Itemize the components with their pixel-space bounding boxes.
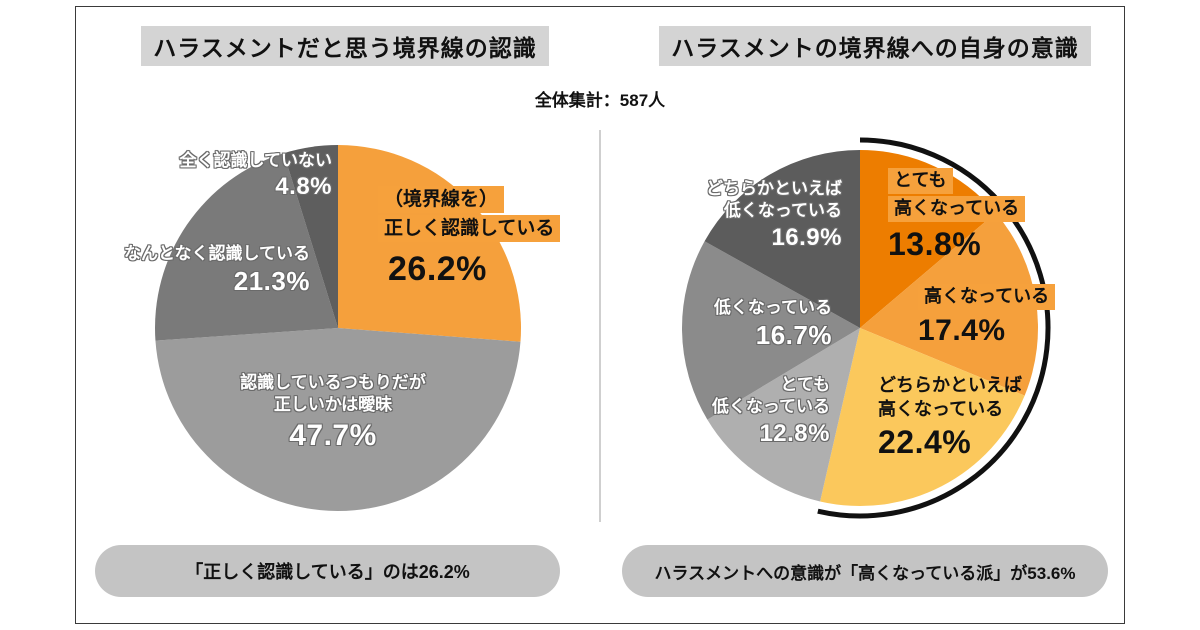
label-somewhat-lower: どちらかといえば 低くなっている 16.9% <box>694 178 842 253</box>
label-line: 高くなっている <box>918 284 1056 310</box>
pie-slice <box>820 328 1025 507</box>
right-conclusion-pill: ハラスメントへの意識が「高くなっている派」が53.6% <box>622 545 1108 597</box>
right-chart-title-text: ハラスメントの境界線への自身の意識 <box>659 26 1091 66</box>
label-line: 低くなっている <box>711 397 830 417</box>
emphasis-arc <box>817 137 1051 519</box>
label-line: 高くなっている <box>888 195 1026 222</box>
pie-slice <box>155 328 521 511</box>
left-conclusion-text: 「正しく認識している」のは26.2% <box>185 562 470 582</box>
right-chart-title: ハラスメントの境界線への自身の意識 <box>630 26 1120 66</box>
label-line: （境界線を） <box>378 186 505 214</box>
percent-value: 22.4% <box>878 423 972 460</box>
vertical-divider <box>599 130 601 522</box>
percent-value: 26.2% <box>388 250 487 289</box>
left-chart-title-text: ハラスメントだと思う境界線の認識 <box>141 26 549 66</box>
label-correctly-recognize: （境界線を） 正しく認識している 26.2% <box>378 186 561 291</box>
label-much-lower: とても 低くなっている 12.8% <box>692 374 830 449</box>
pie-slice <box>155 153 338 341</box>
percent-value: 4.8% <box>275 173 332 201</box>
sample-size-label: 全体集計：587人 <box>534 91 666 110</box>
pie-slice <box>707 328 860 502</box>
label-line: 低くなっている <box>723 201 842 221</box>
label-recognize-but-unsure: 認識しているつもりだが 正しいかは曖昧 47.7% <box>228 372 438 454</box>
label-higher: 高くなっている 17.4% <box>918 284 1056 349</box>
label-line: 正しいかは曖昧 <box>273 395 393 415</box>
label-vaguely-recognize: なんとなく認識している 21.3% <box>98 243 310 298</box>
label-line: なんとなく認識している <box>124 244 310 263</box>
percent-value: 12.8% <box>759 419 830 447</box>
label-much-higher: とても 高くなっている 13.8% <box>888 168 1026 265</box>
label-line: 認識しているつもりだが <box>240 373 426 392</box>
percent-value: 21.3% <box>233 266 310 297</box>
percent-value: 13.8% <box>888 225 982 262</box>
pie-slice <box>682 241 860 420</box>
percent-value: 16.7% <box>755 320 832 351</box>
label-not-recognize-at-all: 全く認識していない 4.8% <box>147 150 333 202</box>
pie-chart-boundary-recognition <box>155 145 521 511</box>
label-somewhat-higher: どちらかといえば 高くなっている 22.4% <box>878 374 1022 463</box>
pie-chart-awareness-change <box>682 137 1051 519</box>
label-line: どちらかといえば <box>706 179 842 198</box>
pie-slice <box>283 145 338 328</box>
left-chart-title: ハラスメントだと思う境界線の認識 <box>95 26 595 66</box>
pie-slice <box>860 150 996 328</box>
percent-value: 47.7% <box>289 418 377 452</box>
right-conclusion-text: ハラスメントへの意識が「高くなっている派」が53.6% <box>654 563 1076 583</box>
label-lower: 低くなっている 16.7% <box>692 297 832 352</box>
label-line: 全く認識していない <box>179 151 333 170</box>
label-line: 高くなっている <box>878 398 1004 419</box>
label-line: 正しく認識している <box>378 215 561 243</box>
percent-value: 16.9% <box>771 223 842 251</box>
label-line: どちらかといえば <box>878 375 1022 395</box>
percent-value: 17.4% <box>918 313 1006 347</box>
label-line: とても <box>888 168 953 194</box>
label-line: 低くなっている <box>713 298 832 317</box>
pie-slice <box>704 150 860 328</box>
left-conclusion-pill: 「正しく認識している」のは26.2% <box>95 545 560 597</box>
label-line: とても <box>780 375 830 394</box>
